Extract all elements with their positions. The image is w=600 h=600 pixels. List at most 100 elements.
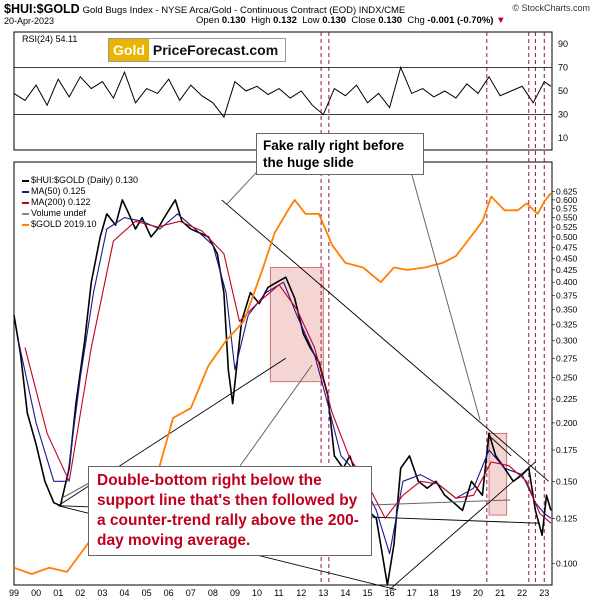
- legend-item: $HUI:$GOLD (Daily) 0.130: [22, 175, 138, 186]
- price-tick-label: 0.100: [556, 559, 578, 569]
- rsi-label: RSI(24) 54.11: [22, 34, 78, 44]
- price-tick-label: 0.475: [556, 242, 578, 252]
- year-tick-label: 05: [142, 588, 152, 598]
- price-tick-label: 0.200: [556, 418, 578, 428]
- index-title: Gold Bugs Index - NYSE Arca/Gold - Conti…: [82, 5, 406, 16]
- site-logo: Gold PriceForecast.com: [108, 38, 286, 62]
- price-tick-label: 0.300: [556, 336, 578, 346]
- chg-down-marker-icon: ▼: [496, 15, 506, 26]
- legend-label: Volume undef: [31, 208, 87, 218]
- callout-pointer: [371, 499, 511, 506]
- year-tick-label: 22: [517, 588, 527, 598]
- year-tick-label: 00: [31, 588, 41, 598]
- price-tick-label: 0.150: [556, 476, 578, 486]
- year-tick-label: 03: [97, 588, 107, 598]
- price-tick-label: 0.500: [556, 232, 578, 242]
- year-tick-label: 08: [208, 588, 218, 598]
- callout-pointer: [239, 364, 313, 467]
- legend-item: MA(50) 0.125: [22, 186, 138, 197]
- price-tick-label: 0.550: [556, 213, 578, 223]
- price-tick-label: 0.450: [556, 253, 578, 263]
- legend-item: $GOLD 2019.10: [22, 219, 138, 230]
- year-tick-label: 15: [363, 588, 373, 598]
- rsi-tick-label: 30: [558, 110, 568, 120]
- series-line: [17, 213, 552, 555]
- logo-site-part: PriceForecast.com: [152, 42, 279, 58]
- year-tick-label: 04: [119, 588, 129, 598]
- ohlc-row: Open 0.130 High 0.132 Low 0.130 Close 0.…: [196, 15, 505, 26]
- year-tick-label: 14: [340, 588, 350, 598]
- legend-label: MA(200) 0.122: [31, 197, 91, 207]
- year-tick-label: 01: [53, 588, 63, 598]
- trend-line: [490, 437, 512, 457]
- price-tick-label: 0.575: [556, 204, 578, 214]
- price-tick-label: 0.325: [556, 319, 578, 329]
- close-value: 0.130: [378, 15, 403, 26]
- legend-label: MA(50) 0.125: [31, 186, 86, 196]
- high-label: High: [250, 15, 271, 26]
- open-label: Open: [196, 15, 220, 26]
- year-tick-label: 06: [164, 588, 174, 598]
- price-tick-label: 0.600: [556, 195, 578, 205]
- year-tick-label: 10: [252, 588, 262, 598]
- legend-swatch: [22, 201, 29, 204]
- price-tick-label: 0.275: [556, 353, 578, 363]
- highlight-region: [269, 267, 324, 383]
- annotation-double-bottom: Double-bottom right below the support li…: [88, 466, 372, 556]
- price-tick-label: 0.250: [556, 373, 578, 383]
- series-line: [24, 220, 552, 524]
- highlight-region: [488, 432, 508, 516]
- price-tick-label: 0.400: [556, 277, 578, 287]
- year-tick-label: 11: [274, 588, 283, 598]
- year-tick-label: 07: [186, 588, 196, 598]
- year-tick-label: 09: [230, 588, 240, 598]
- legend-swatch: [22, 212, 29, 215]
- chg-label: Chg: [407, 15, 425, 26]
- year-tick-label: 20: [473, 588, 483, 598]
- symbol-label: $HUI:$GOLD: [4, 2, 80, 16]
- low-value: 0.130: [322, 15, 347, 26]
- legend-label: $GOLD 2019.10: [31, 219, 97, 229]
- annotation-fake-rally: Fake rally right before the huge slide: [256, 133, 424, 175]
- chart-legend: $HUI:$GOLD (Daily) 0.130 MA(50) 0.125 MA…: [22, 175, 138, 230]
- price-tick-label: 0.125: [556, 513, 578, 523]
- trend-line: [221, 199, 549, 482]
- chg-value: -0.001 (-0.70%): [427, 15, 494, 26]
- chart-date: 20-Apr-2023: [4, 16, 55, 26]
- rsi-tick-label: 50: [558, 86, 568, 96]
- logo-gold-part: Gold: [109, 39, 149, 61]
- rsi-tick-label: 90: [558, 39, 568, 49]
- legend-item: Volume undef: [22, 208, 138, 219]
- year-tick-label: 16: [385, 588, 395, 598]
- rsi-tick-label: 10: [558, 133, 568, 143]
- year-tick-label: 02: [75, 588, 85, 598]
- rsi-tick-label: 70: [558, 62, 568, 72]
- rsi-line: [13, 65, 552, 119]
- low-label: Low: [302, 15, 320, 26]
- legend-swatch: [22, 190, 29, 193]
- price-tick-label: 0.175: [556, 445, 578, 455]
- year-tick-label: 18: [429, 588, 439, 598]
- legend-swatch: [22, 223, 29, 226]
- price-tick-label: 0.425: [556, 265, 578, 275]
- year-tick-label: 13: [318, 588, 328, 598]
- legend-swatch: [22, 179, 29, 182]
- year-tick-label: 23: [539, 588, 549, 598]
- price-tick-label: 0.525: [556, 222, 578, 232]
- price-tick-label: 0.225: [556, 394, 578, 404]
- price-tick-label: 0.375: [556, 290, 578, 300]
- price-tick-label: 0.350: [556, 304, 578, 314]
- year-tick-label: 19: [451, 588, 461, 598]
- high-value: 0.132: [273, 15, 297, 26]
- price-tick-label: 0.625: [556, 187, 578, 197]
- year-tick-label: 12: [296, 588, 306, 598]
- callout-pointer: [409, 167, 481, 421]
- open-value: 0.130: [221, 15, 246, 26]
- year-tick-label: 21: [495, 588, 505, 598]
- chart-title-row: $HUI:$GOLD Gold Bugs Index - NYSE Arca/G…: [4, 2, 405, 16]
- trend-line: [389, 461, 536, 590]
- watermark-text: © StockCharts.com: [512, 3, 590, 13]
- legend-label: $HUI:$GOLD (Daily) 0.130: [31, 175, 139, 185]
- legend-item: MA(200) 0.122: [22, 197, 138, 208]
